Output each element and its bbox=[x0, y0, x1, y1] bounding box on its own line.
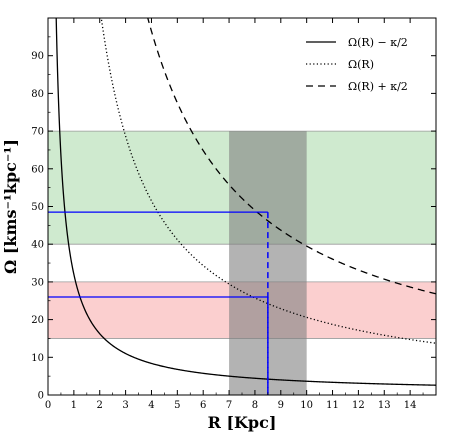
x-tick-label: 10 bbox=[300, 400, 313, 411]
y-tick-label: 40 bbox=[31, 240, 44, 251]
y-tick-label: 70 bbox=[31, 127, 44, 138]
y-axis-label: Ω [kms⁻¹kpc⁻¹] bbox=[1, 139, 20, 274]
curves bbox=[55, 18, 436, 386]
x-tick-label: 0 bbox=[45, 400, 51, 411]
y-tick-label: 50 bbox=[31, 202, 44, 213]
x-tick-label: 4 bbox=[148, 400, 154, 411]
y-axis-ticks: 0 10 20 30 40 50 60 70 80 90 bbox=[31, 36, 436, 402]
x-tick-label: 9 bbox=[278, 400, 284, 411]
x-tick-label: 12 bbox=[352, 400, 365, 411]
series-solid-line bbox=[55, 18, 436, 386]
x-tick-label: 14 bbox=[404, 400, 417, 411]
series-dashed-line bbox=[147, 18, 436, 295]
y-tick-label: 10 bbox=[31, 353, 44, 364]
x-tick-label: 11 bbox=[326, 400, 339, 411]
legend-label: Ω(R) + κ/2 bbox=[348, 80, 408, 93]
x-tick-label: 5 bbox=[174, 400, 180, 411]
y-tick-label: 0 bbox=[38, 391, 44, 402]
legend: Ω(R) − κ/2 Ω(R) Ω(R) + κ/2 bbox=[306, 36, 408, 93]
x-tick-label: 7 bbox=[226, 400, 232, 411]
marker-lines bbox=[48, 211, 269, 395]
legend-label: Ω(R) bbox=[348, 58, 374, 71]
x-tick-label: 2 bbox=[97, 400, 103, 411]
y-tick-label: 90 bbox=[31, 51, 44, 62]
legend-label: Ω(R) − κ/2 bbox=[348, 36, 408, 49]
x-tick-label: 1 bbox=[71, 400, 77, 411]
bands bbox=[48, 130, 436, 395]
series-dotted-line bbox=[100, 18, 436, 344]
x-tick-label: 13 bbox=[378, 400, 391, 411]
x-axis-label: R [Kpc] bbox=[208, 413, 277, 432]
x-tick-label: 8 bbox=[252, 400, 258, 411]
x-tick-label: 3 bbox=[122, 400, 128, 411]
y-tick-label: 80 bbox=[31, 89, 44, 100]
y-tick-label: 20 bbox=[31, 315, 44, 326]
x-tick-label: 6 bbox=[200, 400, 206, 411]
y-tick-label: 30 bbox=[31, 277, 44, 288]
y-tick-label: 60 bbox=[31, 164, 44, 175]
x-axis-ticks: 0 1 2 3 4 5 6 7 8 9 10 11 12 13 14 bbox=[45, 18, 424, 411]
